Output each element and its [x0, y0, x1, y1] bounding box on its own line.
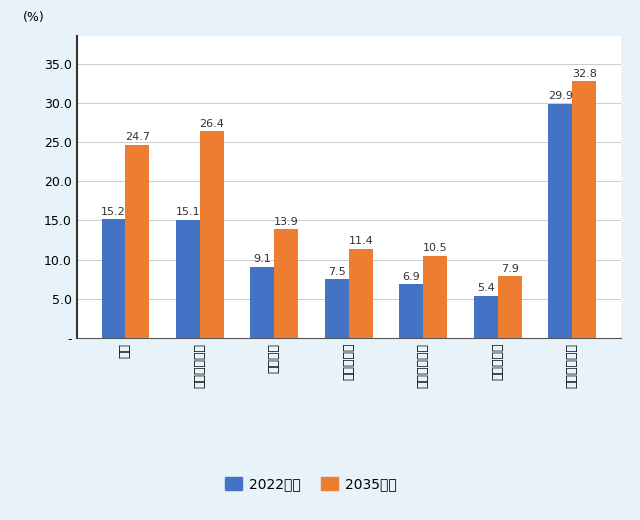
Bar — [325, 279, 349, 338]
Bar — [102, 219, 125, 338]
Text: 13.9: 13.9 — [274, 217, 299, 227]
Bar — [474, 296, 498, 338]
Text: 24.7: 24.7 — [125, 132, 150, 142]
Text: 5.4: 5.4 — [477, 283, 495, 293]
Bar — [250, 267, 275, 338]
Bar — [399, 284, 423, 338]
Bar — [572, 81, 596, 338]
Text: 7.5: 7.5 — [328, 267, 346, 277]
Text: 15.1: 15.1 — [175, 207, 200, 217]
Text: 6.9: 6.9 — [403, 271, 420, 282]
Text: 26.4: 26.4 — [199, 119, 224, 129]
Text: 32.8: 32.8 — [572, 69, 596, 79]
Text: 11.4: 11.4 — [348, 237, 373, 246]
Bar — [125, 145, 149, 338]
Bar — [200, 131, 223, 338]
Text: 10.5: 10.5 — [423, 243, 447, 253]
Text: 9.1: 9.1 — [253, 254, 271, 264]
Bar — [423, 256, 447, 338]
Text: 29.9: 29.9 — [548, 92, 573, 101]
Bar — [176, 220, 200, 338]
Text: 15.2: 15.2 — [101, 206, 126, 216]
Bar — [548, 104, 572, 338]
Bar — [498, 276, 522, 338]
Legend: 2022実績, 2035予測: 2022実績, 2035予測 — [220, 472, 402, 497]
Text: 7.9: 7.9 — [500, 264, 518, 274]
Text: (%): (%) — [22, 11, 44, 24]
Bar — [349, 249, 372, 338]
Bar — [275, 229, 298, 338]
